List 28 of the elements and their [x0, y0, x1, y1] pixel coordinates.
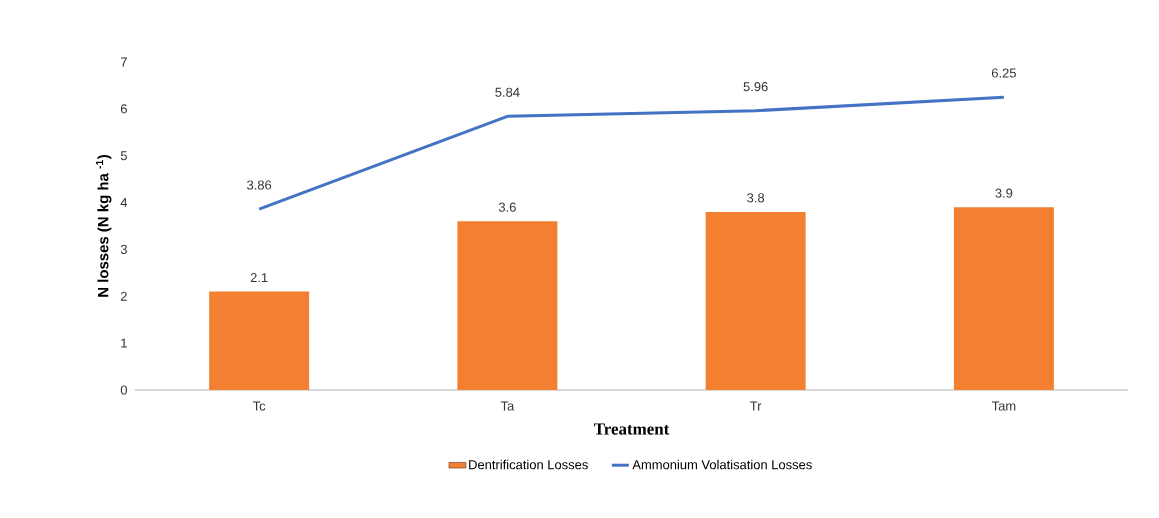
- y-axis-title: N losses (N kg ha $^{-1}$): [95, 154, 112, 297]
- x-tick-label: Ta: [500, 401, 515, 411]
- legend-label: Ammonium Volatisation Losses: [632, 459, 812, 470]
- data-label: 3.6: [498, 202, 516, 212]
- bar: [705, 211, 806, 390]
- data-label: 2.1: [250, 273, 268, 283]
- data-label: 3.8: [747, 193, 765, 203]
- y-tick-label: 2: [120, 291, 127, 301]
- data-label: 6.25: [991, 68, 1016, 78]
- y-tick-label: 7: [120, 57, 127, 67]
- data-label: 3.9: [995, 188, 1013, 198]
- y-tick-label: 1: [121, 338, 127, 348]
- bar: [953, 207, 1054, 390]
- x-tick-label: Tam: [991, 401, 1016, 411]
- data-label: 3.86: [247, 180, 272, 190]
- y-tick-label: 3: [120, 244, 127, 254]
- x-tick-label: Tr: [750, 401, 762, 411]
- data-label: 5.84: [495, 87, 520, 97]
- y-tick-label: 5: [120, 151, 127, 161]
- bar: [457, 221, 558, 390]
- x-tick-label: Tc: [252, 401, 266, 411]
- y-tick-label: 0: [120, 385, 127, 395]
- data-label: 5.96: [743, 82, 768, 92]
- x-axis-title: Treatment: [594, 423, 670, 435]
- legend-label: Dentrification Losses: [469, 459, 588, 470]
- y-tick-label: 6: [120, 104, 127, 114]
- y-tick-label: 4: [120, 198, 128, 208]
- bar: [209, 291, 310, 390]
